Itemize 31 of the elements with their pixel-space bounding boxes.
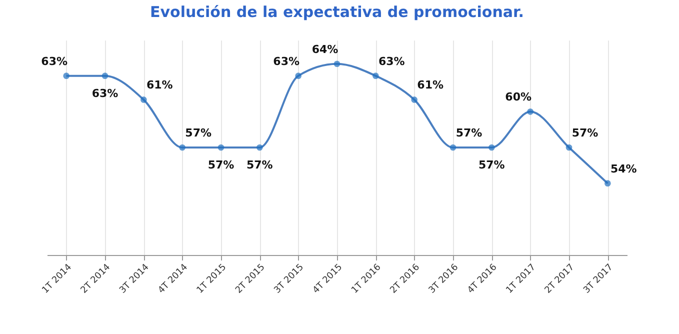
point xyxy=(334,60,340,68)
data-label: 63% xyxy=(92,86,118,100)
data-label: 57% xyxy=(572,126,598,140)
point xyxy=(179,144,186,151)
point xyxy=(63,72,70,79)
point xyxy=(102,72,108,79)
data-label: 57% xyxy=(246,158,273,172)
point xyxy=(527,108,534,115)
data-label: 57% xyxy=(208,158,234,172)
point xyxy=(411,96,418,103)
point xyxy=(450,144,456,151)
data-label: 64% xyxy=(312,42,338,56)
point xyxy=(295,72,302,79)
data-label: 57% xyxy=(456,126,482,140)
point xyxy=(604,180,611,186)
data-label: 63% xyxy=(273,54,300,68)
data-label: 57% xyxy=(185,126,212,140)
point xyxy=(488,144,495,151)
point xyxy=(372,72,379,79)
data-label: 57% xyxy=(478,158,505,172)
point xyxy=(256,144,263,151)
point xyxy=(218,144,224,151)
data-label: 61% xyxy=(146,78,173,92)
data-label: 60% xyxy=(505,90,532,104)
data-label: 61% xyxy=(417,78,444,92)
data-label: 63% xyxy=(378,54,405,68)
point xyxy=(566,144,572,151)
data-label: 63% xyxy=(41,54,68,68)
data-label: 54% xyxy=(610,162,637,176)
chart-title: Evolución de la expectativa de promocionar. xyxy=(150,3,524,21)
point xyxy=(140,96,147,103)
